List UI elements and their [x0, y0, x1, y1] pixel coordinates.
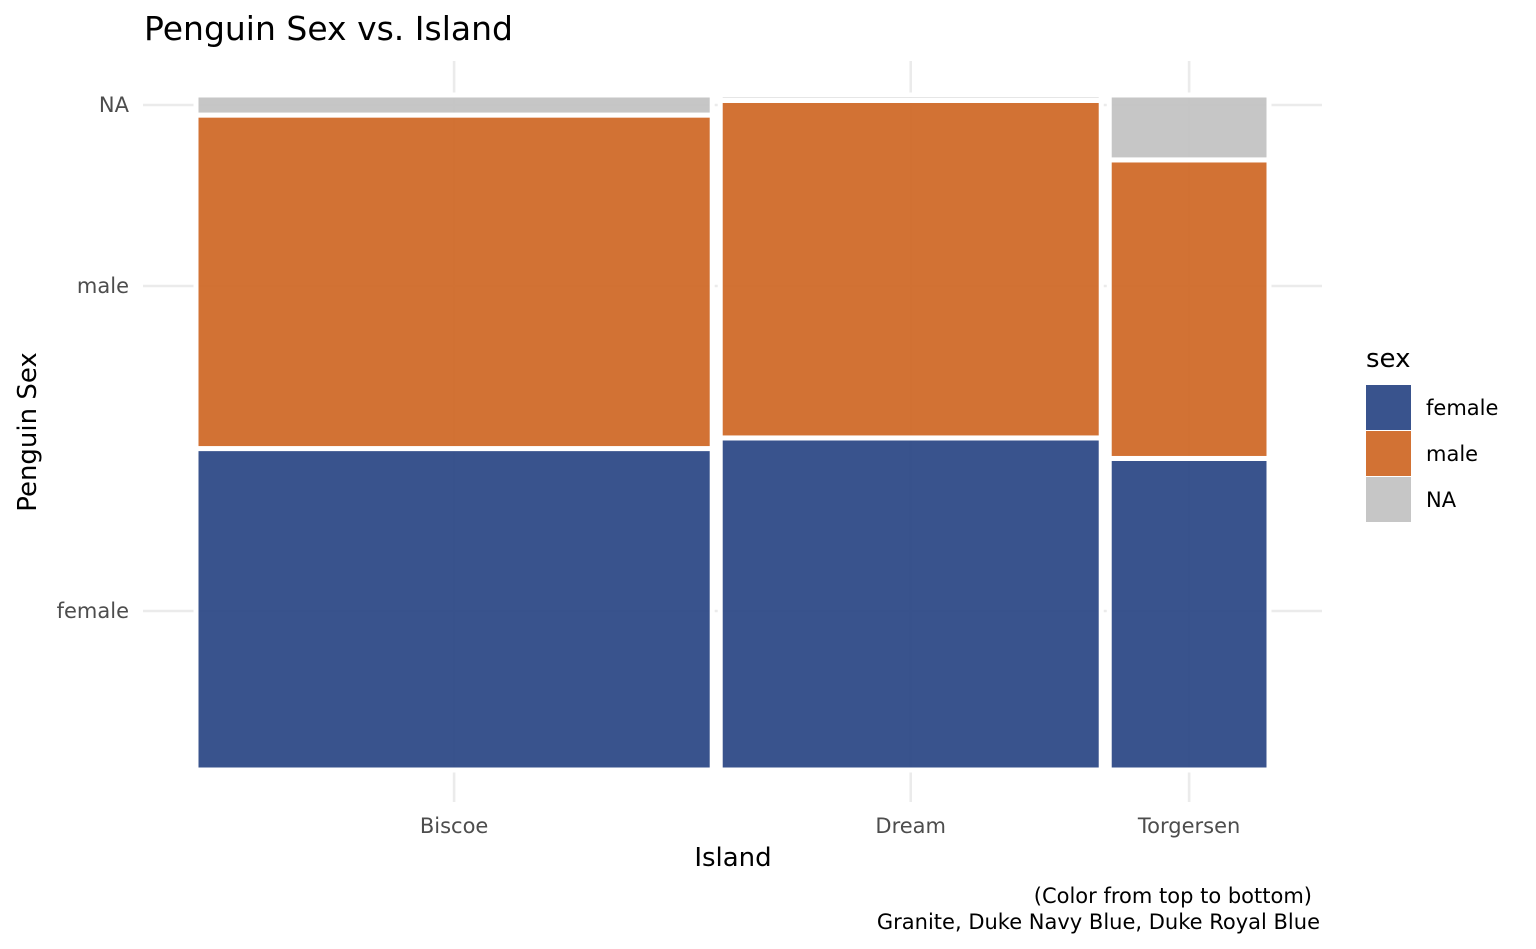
y-tick-labels: female male NA: [57, 93, 130, 623]
x-tick-torgersen: Torgersen: [1137, 814, 1240, 838]
caption-line-1: (Color from top to bottom): [1034, 884, 1312, 908]
legend-key-female: [1366, 385, 1411, 430]
x-tick-labels: Biscoe Dream Torgersen: [420, 814, 1240, 838]
y-tick-female: female: [57, 599, 129, 623]
x-axis-title: Island: [694, 843, 771, 873]
tile-torgersen-female: [1106, 455, 1272, 773]
legend-title: sex: [1366, 344, 1410, 374]
y-tick-male: male: [77, 274, 129, 298]
tile-dream-na: [717, 92, 1104, 103]
x-tick-dream: Dream: [875, 814, 946, 838]
tile-biscoe-female: [193, 446, 715, 773]
tile-biscoe-male: [193, 112, 715, 452]
x-tick-biscoe: Biscoe: [420, 814, 489, 838]
y-tick-na: NA: [99, 93, 130, 117]
tile-torgersen-male: [1106, 157, 1272, 461]
y-axis-title: Penguin Sex: [13, 352, 43, 512]
legend-label-male: male: [1426, 442, 1478, 466]
legend-key-na: [1366, 477, 1411, 522]
chart-title: Penguin Sex vs. Island: [144, 9, 513, 48]
tile-torgersen-na: [1106, 92, 1272, 163]
caption-line-2: Granite, Duke Navy Blue, Duke Royal Blue: [877, 910, 1320, 934]
legend-key-male: [1366, 431, 1411, 476]
tile-biscoe-na: [193, 92, 715, 118]
tile-dream-female: [717, 435, 1104, 773]
legend: female male NA: [1366, 385, 1498, 522]
legend-label-female: female: [1426, 396, 1498, 420]
tile-dream-male: [717, 97, 1104, 441]
legend-label-na: NA: [1426, 488, 1457, 512]
mosaic-tiles: [193, 92, 1272, 773]
